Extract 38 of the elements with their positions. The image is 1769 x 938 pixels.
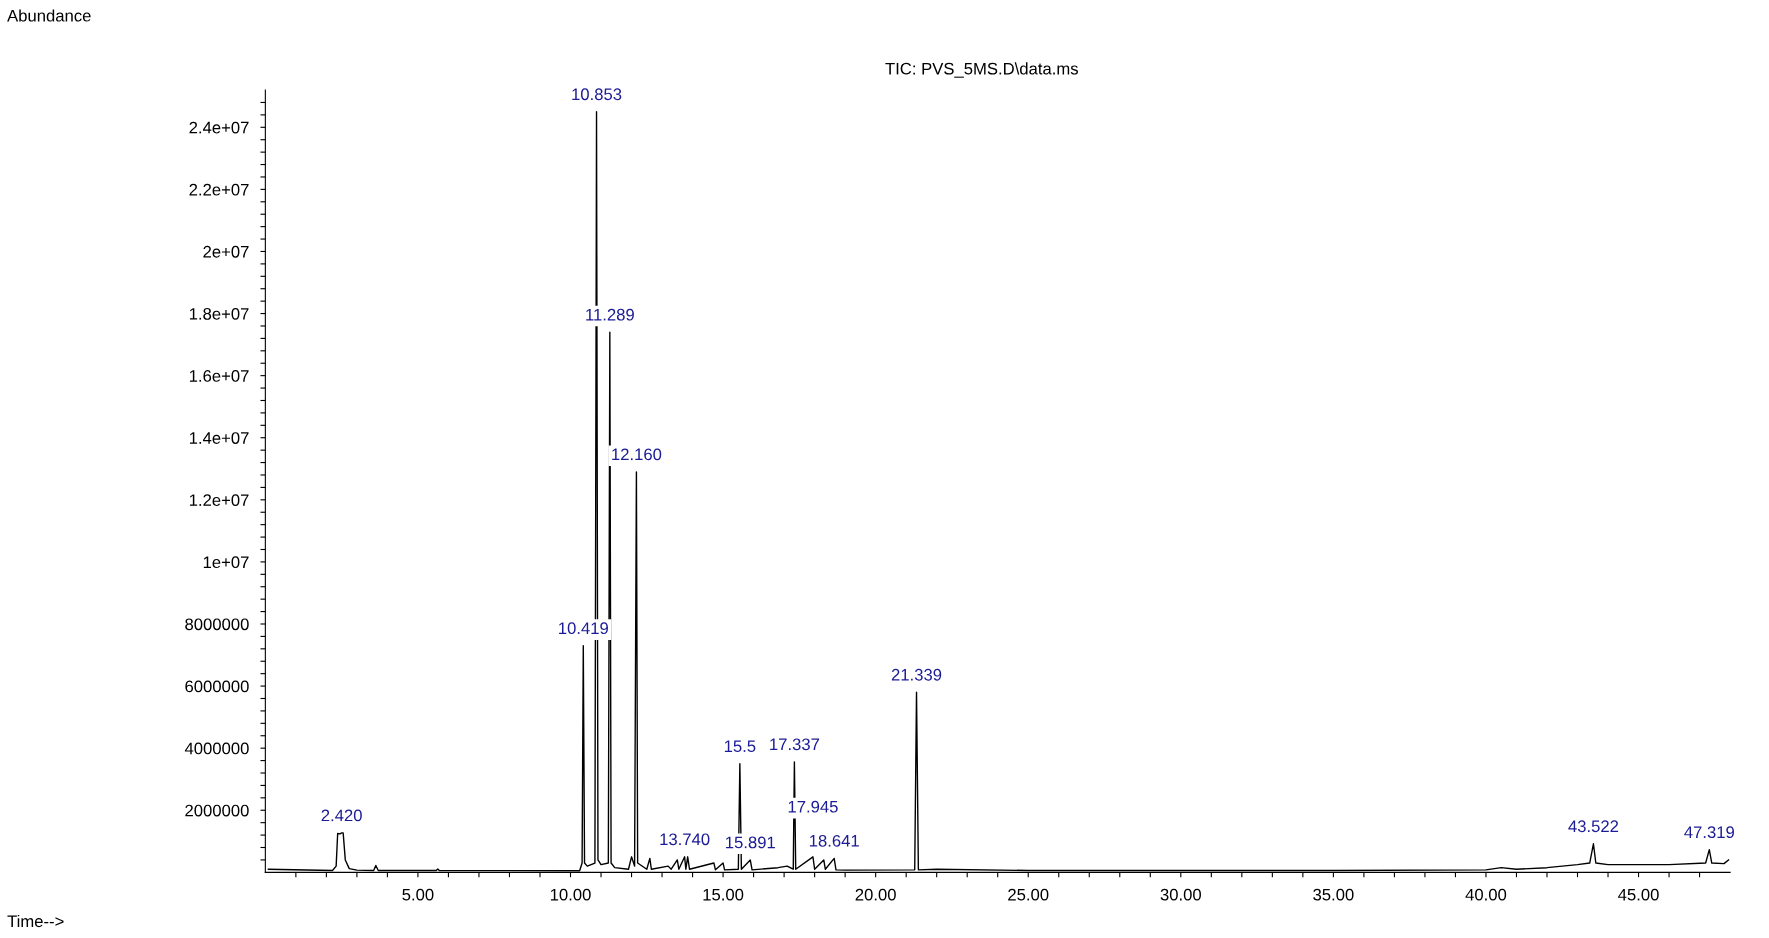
annotation: 10.419 — [559, 622, 608, 635]
annotation: 13.740 — [660, 833, 710, 846]
y-tick-label: 2e+07 — [203, 245, 249, 258]
chart-title: TIC: PVS_5MS.D\data.ms — [885, 62, 1078, 78]
y-tick-label: 6000000 — [185, 680, 249, 693]
annotation: 17.945 — [788, 800, 838, 813]
annotation: 18.641 — [809, 834, 859, 847]
x-tick-label: 40.00 — [1465, 888, 1507, 901]
x-tick-label: 35.00 — [1313, 888, 1354, 901]
text: Time--> — [7, 914, 64, 928]
y-tick-label: 1.6e+07 — [189, 370, 249, 382]
annotation: 10.853 — [572, 88, 622, 101]
y-tick-label: 2.2e+07 — [189, 183, 249, 196]
y-tick-label: 1e+07 — [203, 556, 249, 569]
y-tick-label: 2.4e+07 — [189, 121, 249, 134]
annotation: 15.891 — [726, 836, 775, 849]
annotation: 47.319 — [1684, 826, 1734, 839]
x-tick-label: 30.00 — [1160, 888, 1202, 901]
x-tick-label: 15.00 — [703, 888, 744, 901]
annotation: 15.5 — [724, 740, 756, 753]
y-tick-label: 8000000 — [185, 618, 249, 631]
x-tick-label: 45.00 — [1618, 888, 1659, 901]
y-tick-label: 1.4e+07 — [189, 432, 249, 444]
annotation: 11.289 — [586, 308, 634, 321]
x-tick-label: 25.00 — [1008, 888, 1049, 901]
y-tick-label: 2000000 — [185, 804, 249, 817]
x-tick-label: 10.00 — [550, 888, 591, 901]
annotation: 17.337 — [770, 738, 820, 751]
x-tick-label: 20.00 — [855, 888, 896, 901]
y-tick-label: 1.2e+07 — [189, 494, 249, 507]
y-tick-label: 4000000 — [184, 742, 249, 755]
x-tick-label: 5.00 — [402, 888, 434, 901]
annotation: 2.420 — [321, 809, 362, 822]
annotation: 21.339 — [891, 668, 942, 681]
annotation: 43.522 — [1568, 820, 1619, 833]
y-tick-label: 1.8e+07 — [189, 307, 249, 320]
annotation: 12.160 — [612, 448, 662, 461]
text: Abundance — [7, 9, 91, 22]
